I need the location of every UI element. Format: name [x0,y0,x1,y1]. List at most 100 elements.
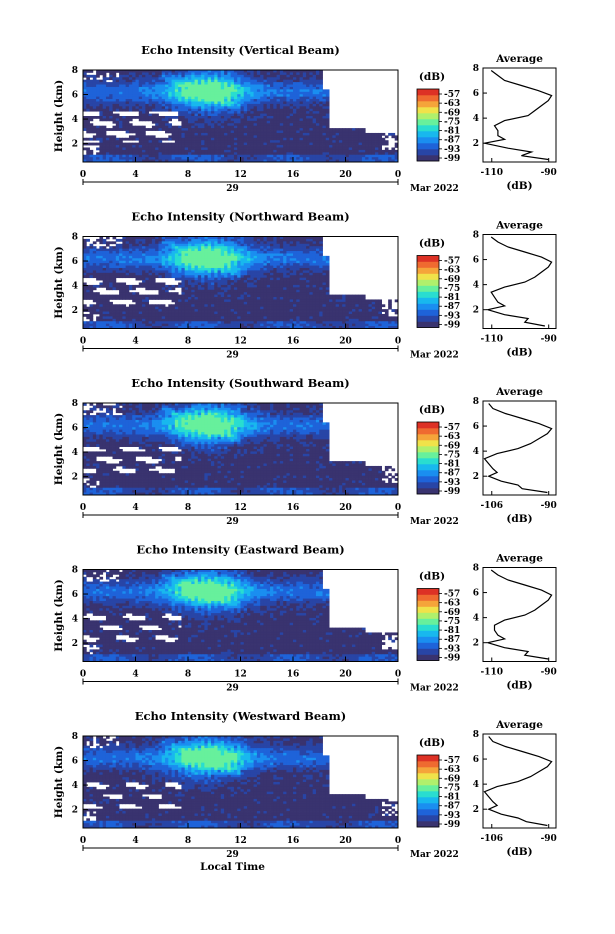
heatmap-cell [280,97,284,100]
heatmap-cell [185,140,189,143]
heatmap-cell [208,309,212,312]
heatmap-cell [113,114,117,117]
heatmap-cell [198,82,202,85]
heatmap-cell [172,295,176,298]
heatmap-cell [250,131,254,134]
heatmap-cell [241,321,245,324]
heatmap-cell [323,114,327,117]
heatmap-cell [224,150,228,153]
heatmap-cell [96,155,100,158]
heatmap-cell [165,266,169,269]
heatmap-cell [96,256,100,259]
heatmap-cell [286,104,290,107]
heatmap-cell [241,89,245,92]
heatmap-cell [247,138,251,141]
heatmap-cell [214,312,218,315]
heatmap-cell [362,131,366,134]
heatmap-cell [260,89,264,92]
heatmap-cell [208,292,212,295]
heatmap-cell [309,72,313,75]
heatmap-cell [109,275,113,278]
heatmap-cell [181,111,185,114]
heatmap-cell [139,150,143,153]
heatmap-cell [195,316,199,319]
heatmap-cell [152,285,156,288]
heatmap-cell [181,244,185,247]
heatmap-cell [267,82,271,85]
heatmap-cell [303,85,307,88]
heatmap-cell [119,140,123,143]
heatmap-cell [214,297,218,300]
heatmap-cell [142,89,146,92]
heatmap-cell [372,152,376,155]
heatmap-cell [346,152,350,155]
heatmap-cell [218,251,222,254]
heatmap-cell [208,152,212,155]
heatmap-cell [214,87,218,90]
heatmap-cell [158,143,162,146]
heatmap-cell [181,85,185,88]
heatmap-cell [96,324,100,327]
heatmap-cell [319,121,323,124]
heatmap-cell [214,131,218,134]
heatmap-cell [178,285,182,288]
heatmap-cell [260,94,264,97]
heatmap-cell [234,85,238,88]
heatmap-cell [103,270,107,273]
heatmap-cell [145,283,149,286]
heatmap-cell [139,118,143,121]
heatmap-cell [139,321,143,324]
heatmap-cell [142,258,146,261]
heatmap-cell [352,147,356,150]
heatmap-cell [162,150,166,153]
heatmap-cell [319,138,323,141]
heatmap-cell [313,92,317,95]
heatmap-cell [195,256,199,259]
heatmap-cell [286,128,290,131]
heatmap-cell [172,106,176,109]
heatmap-cell [178,111,182,114]
heatmap-cell [185,256,189,259]
heatmap-cell [99,263,103,266]
heatmap-cell [309,131,313,134]
heatmap-cell [162,143,166,146]
heatmap-cell [375,140,379,143]
heatmap-cell [158,121,162,124]
heatmap-cell [293,114,297,117]
heatmap-cell [329,140,333,143]
heatmap-cell [208,321,212,324]
heatmap-cell [172,104,176,107]
heatmap-cell [277,138,281,141]
heatmap-cell [247,92,251,95]
heatmap-cell [175,256,179,259]
heatmap-cell [247,152,251,155]
heatmap-cell [218,321,222,324]
heatmap-cell [126,147,130,150]
heatmap-cell [296,97,300,100]
heatmap-cell [257,283,261,286]
heatmap-cell [178,324,182,327]
heatmap-cell [277,101,281,104]
heatmap-cell [191,133,195,136]
heatmap-cell [267,87,271,90]
heatmap-cell [273,116,277,119]
heatmap-cell [155,106,159,109]
heatmap-cell [227,268,231,271]
heatmap-cell [277,99,281,102]
heatmap-cell [300,150,304,153]
heatmap-cell [224,121,228,124]
heatmap-cell [109,140,113,143]
heatmap-cell [247,256,251,259]
heatmap-cell [306,135,310,138]
heatmap-cell [149,140,153,143]
heatmap-cell [204,114,208,117]
heatmap-cell [231,249,235,252]
heatmap-cell [109,109,113,112]
heatmap-cell [90,275,94,278]
heatmap-cell [273,80,277,83]
heatmap-cell [283,118,287,121]
heatmap-cell [145,128,149,131]
heatmap-cell [224,304,228,307]
heatmap-cell [86,239,90,242]
heatmap-cell [172,92,176,95]
